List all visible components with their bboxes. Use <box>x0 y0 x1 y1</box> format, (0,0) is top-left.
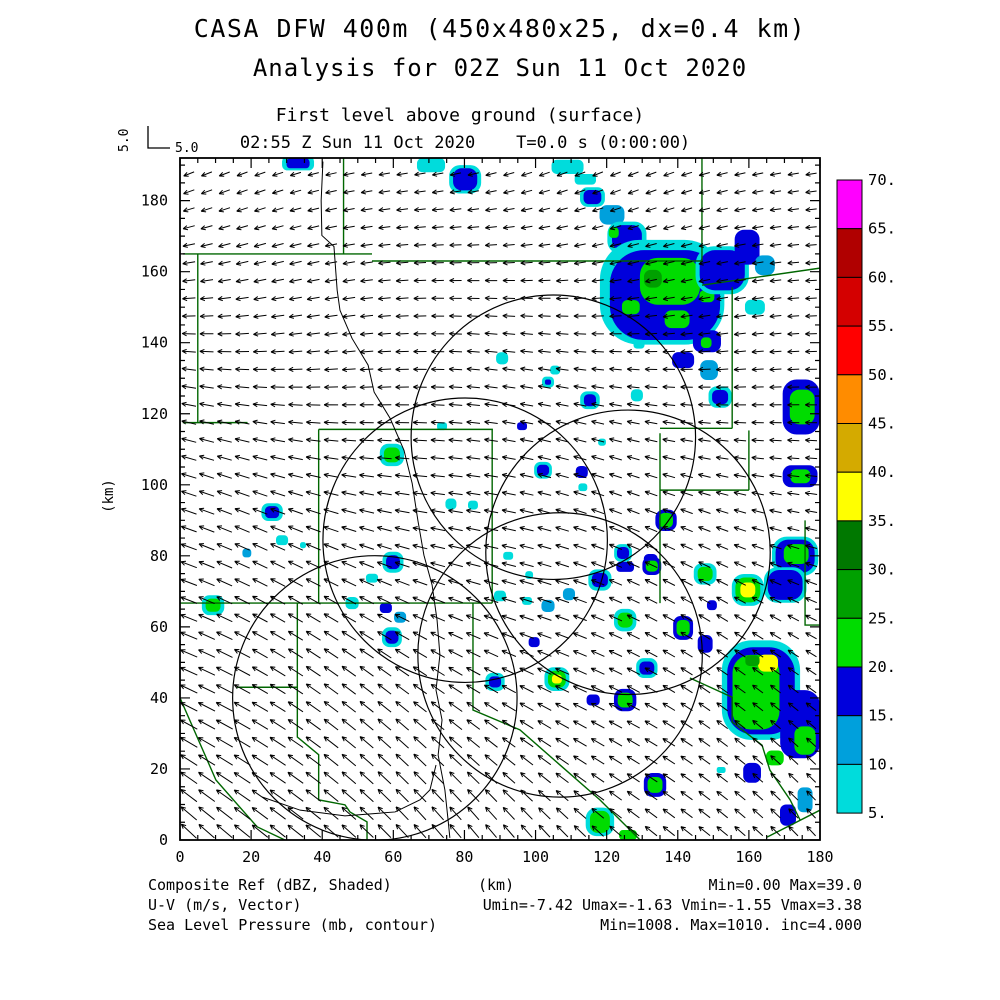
radar-range-circles <box>232 294 771 840</box>
level-label: First level above ground (surface) <box>275 105 645 126</box>
plot-frame <box>179 157 821 841</box>
svg-text:30.: 30. <box>868 561 896 579</box>
svg-text:100: 100 <box>141 476 168 494</box>
svg-text:80: 80 <box>455 848 473 866</box>
svg-text:50.: 50. <box>868 366 896 384</box>
svg-text:0: 0 <box>159 831 168 849</box>
svg-text:80: 80 <box>150 547 168 565</box>
legend-wind-stats: Umin=-7.42 Umax=-1.63 Vmin=-1.55 Vmax=3.… <box>482 896 862 914</box>
svg-text:20: 20 <box>150 760 168 778</box>
legend-pressure-stats: Min=1008. Max=1010. inc=4.000 <box>600 916 862 934</box>
vector-scale-vertical-value: 5.0 <box>117 129 132 152</box>
svg-text:45.: 45. <box>868 415 896 433</box>
svg-text:55.: 55. <box>868 317 896 335</box>
svg-text:70.: 70. <box>868 171 896 189</box>
time-label: 02:55 Z Sun 11 Oct 2020 T=0.0 s (0:00:00… <box>239 133 691 153</box>
svg-text:15.: 15. <box>868 707 896 725</box>
svg-text:65.: 65. <box>868 220 896 238</box>
legend-wind-label: U-V (m/s, Vector) <box>148 896 302 914</box>
legend-reflectivity-label: Composite Ref (dBZ, Shaded) <box>148 876 392 894</box>
svg-text:160: 160 <box>735 848 762 866</box>
county-boundaries <box>180 158 820 840</box>
svg-text:40: 40 <box>150 689 168 707</box>
page-title: CASA DFW 400m (450x480x25, dx=0.4 km) <box>193 14 807 43</box>
svg-text:120: 120 <box>593 848 620 866</box>
wind-vectors <box>180 171 818 839</box>
svg-text:100: 100 <box>522 848 549 866</box>
svg-text:20: 20 <box>242 848 260 866</box>
svg-text:60.: 60. <box>868 268 896 286</box>
y-axis-tick-labels: 0 20 40 60 80 100 120 140 160 180 <box>141 192 168 849</box>
svg-text:35.: 35. <box>868 512 896 530</box>
svg-text:5.: 5. <box>868 804 887 822</box>
legend-pressure-label: Sea Level Pressure (mb, contour) <box>148 916 437 934</box>
svg-text:160: 160 <box>141 263 168 281</box>
pressure-contours <box>261 161 451 838</box>
x-axis-tick-labels: 0 20 40 60 80 100 120 140 160 180 <box>175 848 833 866</box>
colorbar-labels: 70. 65. 60. 55. 50. 45. 40. 35. 30. 25. 20. 15. 10. 5… <box>868 171 896 822</box>
svg-text:60: 60 <box>384 848 402 866</box>
svg-text:10.: 10. <box>868 755 896 773</box>
svg-text:120: 120 <box>141 405 168 423</box>
svg-text:40.: 40. <box>868 463 896 481</box>
svg-text:0: 0 <box>175 848 184 866</box>
svg-text:180: 180 <box>806 848 833 866</box>
legend-reflectivity-stats: Min=0.00 Max=39.0 <box>708 876 862 894</box>
svg-text:180: 180 <box>141 192 168 210</box>
svg-text:20.: 20. <box>868 658 896 676</box>
vector-scale-horizontal-value: 5.0 <box>175 141 198 156</box>
svg-text:60: 60 <box>150 618 168 636</box>
svg-text:140: 140 <box>141 334 168 352</box>
svg-text:140: 140 <box>664 848 691 866</box>
vector-scale-marker: 5.0 5.0 <box>117 126 198 156</box>
svg-text:25.: 25. <box>868 609 896 627</box>
page-subtitle: Analysis for 02Z Sun 11 Oct 2020 <box>252 54 748 82</box>
x-axis-unit-label: (km) <box>478 876 515 894</box>
svg-text:40: 40 <box>313 848 331 866</box>
colorbar <box>836 179 863 814</box>
